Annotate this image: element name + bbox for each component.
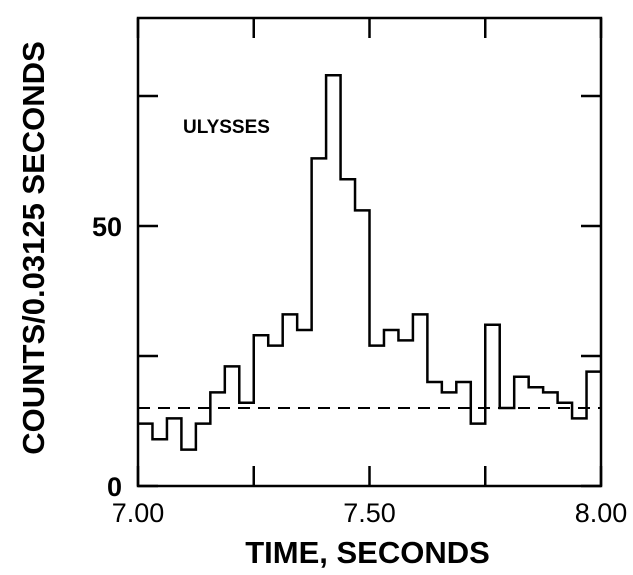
y-axis-label: COUNTS/0.03125 SECONDS — [16, 41, 51, 454]
x-tick-label: 7.50 — [343, 498, 396, 528]
step-series-line — [138, 73, 601, 451]
annotation-label: ULYSSES — [183, 117, 270, 138]
chart-text: 7.00 7.50 8.00 0 50 ULYSSES TIME, SECONDS COUNT… — [16, 41, 627, 570]
x-axis-label: TIME, SECONDS — [245, 535, 490, 570]
x-tick-label: 7.00 — [112, 498, 165, 528]
y-tick-label: 0 — [107, 472, 122, 502]
axis-ticks — [136, 18, 603, 488]
x-tick-label: 8.00 — [575, 498, 628, 528]
series-layer — [138, 73, 601, 451]
y-tick-label: 50 — [92, 212, 122, 242]
